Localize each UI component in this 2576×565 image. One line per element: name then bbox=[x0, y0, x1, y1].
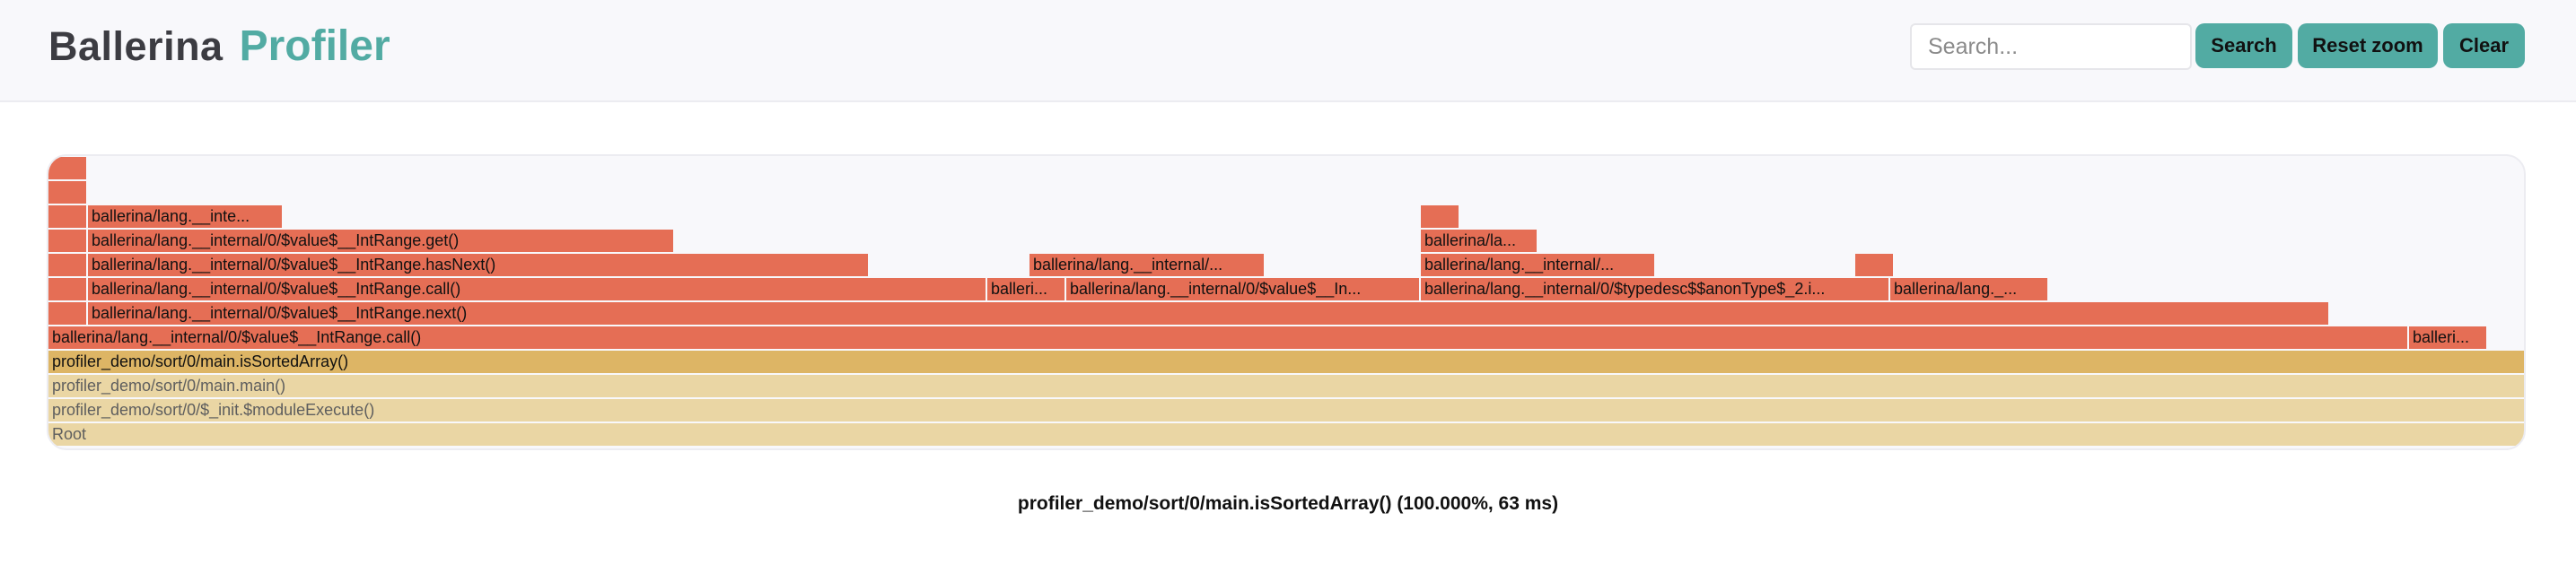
flame-frame[interactable] bbox=[48, 181, 88, 204]
reset-zoom-button[interactable]: Reset zoom bbox=[2298, 23, 2438, 68]
logo: Ballerina Profiler bbox=[48, 22, 390, 75]
flame-frame[interactable] bbox=[1855, 254, 1895, 276]
flame-frame[interactable]: ballerina/lang.__internal/0/$value$__Int… bbox=[88, 230, 675, 252]
flame-frame[interactable]: ballerina/lang.__internal/0/$value$__Int… bbox=[88, 278, 987, 300]
flame-frame-root[interactable]: Root bbox=[48, 423, 2524, 446]
flame-frame[interactable]: ballerina/lang.__internal/0/$value$__Int… bbox=[48, 326, 2409, 349]
flame-frame[interactable]: ballerina/lang.__internal/0/$typedesc$$a… bbox=[1421, 278, 1890, 300]
flame-frame[interactable] bbox=[48, 230, 88, 252]
flame-frame[interactable] bbox=[48, 278, 88, 300]
search-input[interactable] bbox=[1910, 23, 2192, 70]
flame-frame[interactable]: balleri... bbox=[2409, 326, 2488, 349]
frame-details: profiler_demo/sort/0/main.isSortedArray(… bbox=[1017, 493, 1559, 514]
flame-frame[interactable] bbox=[1421, 205, 1460, 228]
flame-frame[interactable] bbox=[48, 205, 88, 228]
flame-frame[interactable]: balleri... bbox=[987, 278, 1066, 300]
flame-frame[interactable] bbox=[48, 302, 88, 325]
flame-frame-is-sorted-array[interactable]: profiler_demo/sort/0/main.isSortedArray(… bbox=[48, 351, 2524, 373]
flame-frame[interactable] bbox=[48, 157, 88, 179]
flame-frame-main[interactable]: profiler_demo/sort/0/main.main() bbox=[48, 375, 2524, 397]
flame-frame[interactable]: ballerina/lang._... bbox=[1890, 278, 2049, 300]
flame-frame[interactable] bbox=[48, 254, 88, 276]
flame-graph: Root profiler_demo/sort/0/$_init.$module… bbox=[47, 154, 2526, 450]
logo-text: Ballerina bbox=[48, 23, 223, 69]
flame-frame[interactable]: ballerina/lang.__internal/... bbox=[1421, 254, 1656, 276]
flame-frame[interactable]: ballerina/lang.__internal/0/$value$__Int… bbox=[88, 302, 2330, 325]
clear-button[interactable]: Clear bbox=[2443, 23, 2525, 68]
flame-frame[interactable]: ballerina/lang.__internal/0/$value$__Int… bbox=[88, 254, 870, 276]
flame-frame[interactable]: ballerina/lang.__internal/... bbox=[1030, 254, 1266, 276]
header: Ballerina Profiler Search Reset zoom Cle… bbox=[0, 0, 2576, 102]
flame-frame[interactable]: ballerina/la... bbox=[1421, 230, 1538, 252]
flame-frame[interactable]: ballerina/lang.__internal/0/$value$__In.… bbox=[1066, 278, 1421, 300]
flame-frame[interactable]: ballerina/lang.__inte... bbox=[88, 205, 284, 228]
logo-subtitle: Profiler bbox=[239, 22, 390, 70]
search-button[interactable]: Search bbox=[2195, 23, 2292, 68]
flame-frame-module-execute[interactable]: profiler_demo/sort/0/$_init.$moduleExecu… bbox=[48, 399, 2524, 422]
